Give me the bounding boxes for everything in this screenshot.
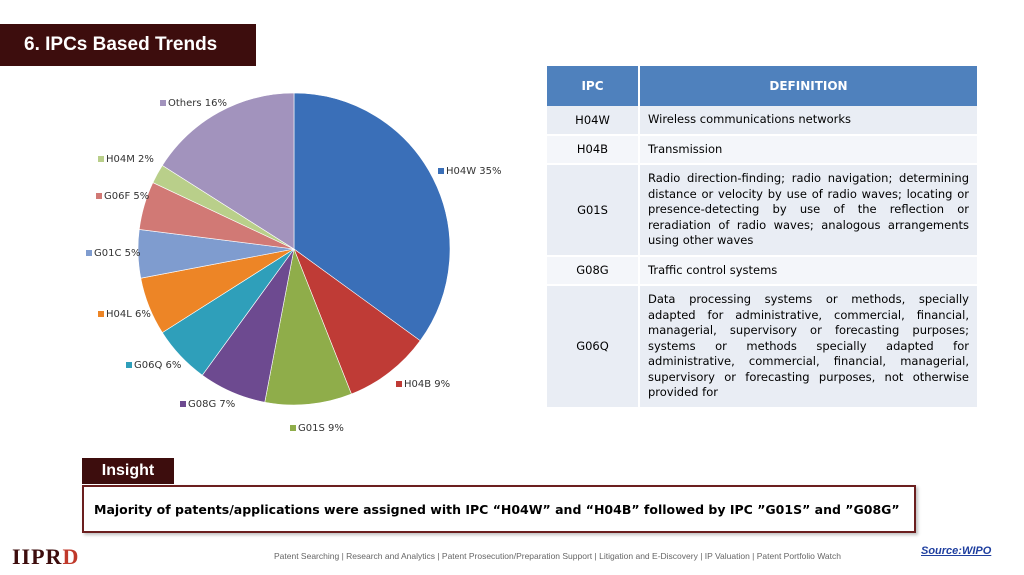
legend-swatch: [98, 156, 104, 162]
ipc-code: G01S: [547, 164, 640, 257]
data-label: G01C 5%: [94, 248, 141, 259]
ipc-code: G06Q: [547, 285, 640, 409]
pie-label-h04m: H04M 2%: [98, 154, 154, 165]
pie-label-g06f: G06F 5%: [96, 191, 149, 202]
table-row: H04B Transmission: [547, 134, 979, 165]
table-row: G06Q Data processing systems or methods,…: [547, 285, 979, 409]
data-label: G01S 9%: [298, 423, 344, 434]
data-label: H04W 35%: [446, 166, 502, 177]
legend-swatch: [438, 168, 444, 174]
pie-label-g08g: G08G 7%: [180, 399, 235, 410]
data-label: G06Q 6%: [134, 360, 181, 371]
ipc-definition: Traffic control systems: [639, 255, 979, 286]
ipc-definition-table: IPC DEFINITION H04W Wireless communicati…: [547, 66, 979, 409]
pie-slice-g01s: [264, 247, 352, 406]
data-label: G06F 5%: [104, 191, 149, 202]
pie-label-h04w: H04W 35%: [438, 166, 502, 177]
pie-slice-h04w: [293, 92, 451, 342]
slide-title: 6. IPCs Based Trends: [0, 24, 256, 66]
legend-swatch: [86, 250, 92, 256]
data-label: G08G 7%: [188, 399, 235, 410]
legend-swatch: [126, 362, 132, 368]
table-row: G01S Radio direction-finding; radio navi…: [547, 164, 979, 257]
ipc-definition: Radio direction-finding; radio navigatio…: [639, 164, 979, 257]
ipc-pie-chart: H04W 35% H04B 9% G01S 9% G08G 7% G06Q 6% H04L…: [86, 92, 502, 434]
legend-swatch: [290, 425, 296, 431]
source-link[interactable]: Source:WIPO: [921, 545, 992, 557]
legend-swatch: [180, 401, 186, 407]
pie-slice-others: [161, 92, 295, 250]
data-label: H04B 9%: [404, 379, 450, 390]
data-label: H04L 6%: [106, 309, 151, 320]
company-logo: IIPRD: [12, 544, 80, 569]
table-header-ipc: IPC: [547, 66, 640, 106]
pie-slice-h04b: [293, 248, 421, 395]
legend-swatch: [396, 381, 402, 387]
table-row: H04W Wireless communications networks: [547, 106, 979, 136]
pie-label-g01s: G01S 9%: [290, 423, 344, 434]
pie-label-g01c: G01C 5%: [86, 248, 141, 259]
table-row: G08G Traffic control systems: [547, 255, 979, 286]
insight-label: Insight: [82, 458, 174, 484]
ipc-code: H04B: [547, 134, 640, 165]
table-header-definition: DEFINITION: [639, 66, 979, 106]
data-label: Others 16%: [168, 98, 227, 109]
insight-text: Majority of patents/applications were as…: [82, 485, 916, 533]
legend-swatch: [96, 193, 102, 199]
pie-label-others: Others 16%: [160, 98, 227, 109]
ipc-definition: Wireless communications networks: [639, 106, 979, 136]
pie-label-h04l: H04L 6%: [98, 309, 151, 320]
footer-services: Patent Searching | Research and Analytic…: [274, 551, 842, 561]
pie-label-h04b: H04B 9%: [396, 379, 450, 390]
ipc-code: G08G: [547, 255, 640, 286]
data-label: H04M 2%: [106, 154, 154, 165]
ipc-definition: Transmission: [639, 134, 979, 165]
pie-label-g06q: G06Q 6%: [126, 360, 181, 371]
legend-swatch: [160, 100, 166, 106]
ipc-definition: Data processing systems or methods, spec…: [639, 285, 979, 409]
ipc-code: H04W: [547, 106, 640, 136]
legend-swatch: [98, 311, 104, 317]
